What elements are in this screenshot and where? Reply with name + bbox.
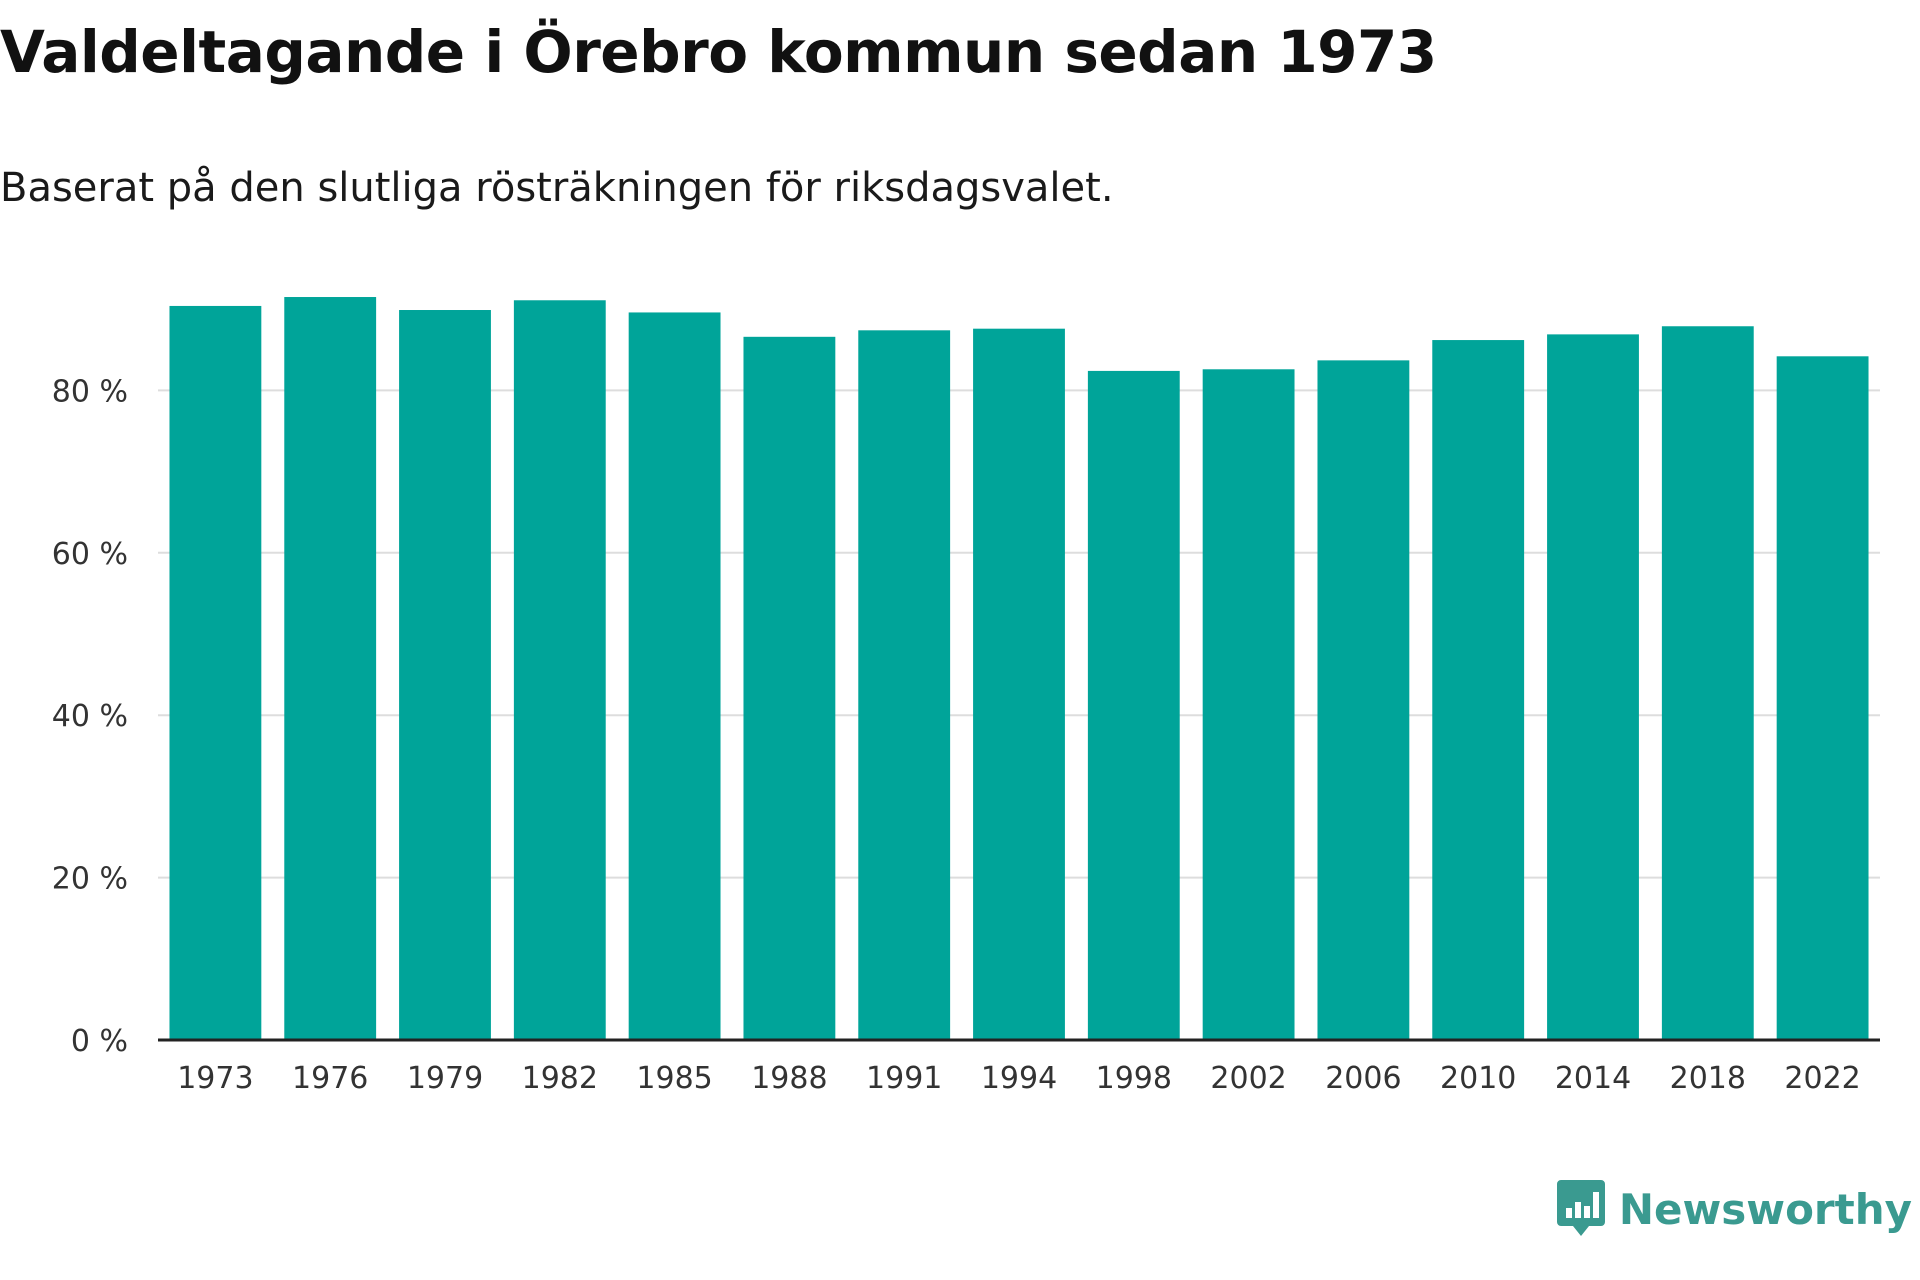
x-tick-label: 1982 [522,1061,598,1096]
x-tick-label: 2002 [1210,1061,1286,1096]
bar-2022 [1776,356,1869,1040]
x-tick-label: 2014 [1555,1061,1631,1096]
y-tick-labels: 0 % 20 % 40 % 60 % 80 % [52,374,128,1059]
brand-name: Newsworthy [1618,1184,1912,1234]
x-tick-label: 1976 [292,1061,368,1096]
x-tick-label: 2010 [1440,1061,1516,1096]
chart-subtitle: Baserat på den slutliga rösträkningen fö… [0,165,1114,211]
bar-2018 [1661,326,1754,1040]
bar-1988 [743,336,836,1041]
bar-2002 [1202,369,1295,1041]
x-tick-label: 1985 [636,1061,712,1096]
y-tick-label: 60 % [52,537,128,572]
bar-1998 [1087,370,1180,1040]
bar-2014 [1547,334,1639,1040]
newsworthy-logo-icon [1556,1180,1605,1236]
bar-1976 [284,297,377,1040]
bar-chart: 0 % 20 % 40 % 60 % 80 % 1973 1976 1979 1982 1985… [52,297,1880,1096]
bar-2010 [1432,340,1525,1040]
x-tick-labels: 1973 1976 1979 1982 1985 1988 1991 1994 1998 2002… [177,1061,1861,1096]
bar-1979 [399,310,491,1041]
bar-1991 [858,330,951,1040]
x-tick-label: 2018 [1670,1061,1746,1096]
y-tick-label: 20 % [52,862,128,897]
x-tick-label: 1973 [177,1061,253,1096]
x-tick-label: 1991 [866,1061,942,1096]
bar-1985 [628,312,721,1040]
x-tick-label: 1988 [751,1061,827,1096]
x-tick-label: 2022 [1784,1061,1860,1096]
bar-2006 [1317,360,1410,1041]
y-tick-label: 0 % [71,1024,128,1059]
y-tick-label: 80 % [52,374,128,409]
bar-1994 [973,328,1065,1040]
bars [169,297,1869,1041]
x-tick-label: 2006 [1325,1061,1401,1096]
newsworthy-brand: Newsworthy [1555,1178,1912,1240]
x-tick-label: 1994 [981,1061,1057,1096]
bar-1982 [513,300,606,1040]
x-tick-label: 1979 [407,1061,483,1096]
y-tick-label: 40 % [52,699,128,734]
x-tick-label: 1998 [1096,1061,1172,1096]
bar-1973 [169,305,262,1040]
chart-title: Valdeltagande i Örebro kommun sedan 1973 [0,18,1437,86]
